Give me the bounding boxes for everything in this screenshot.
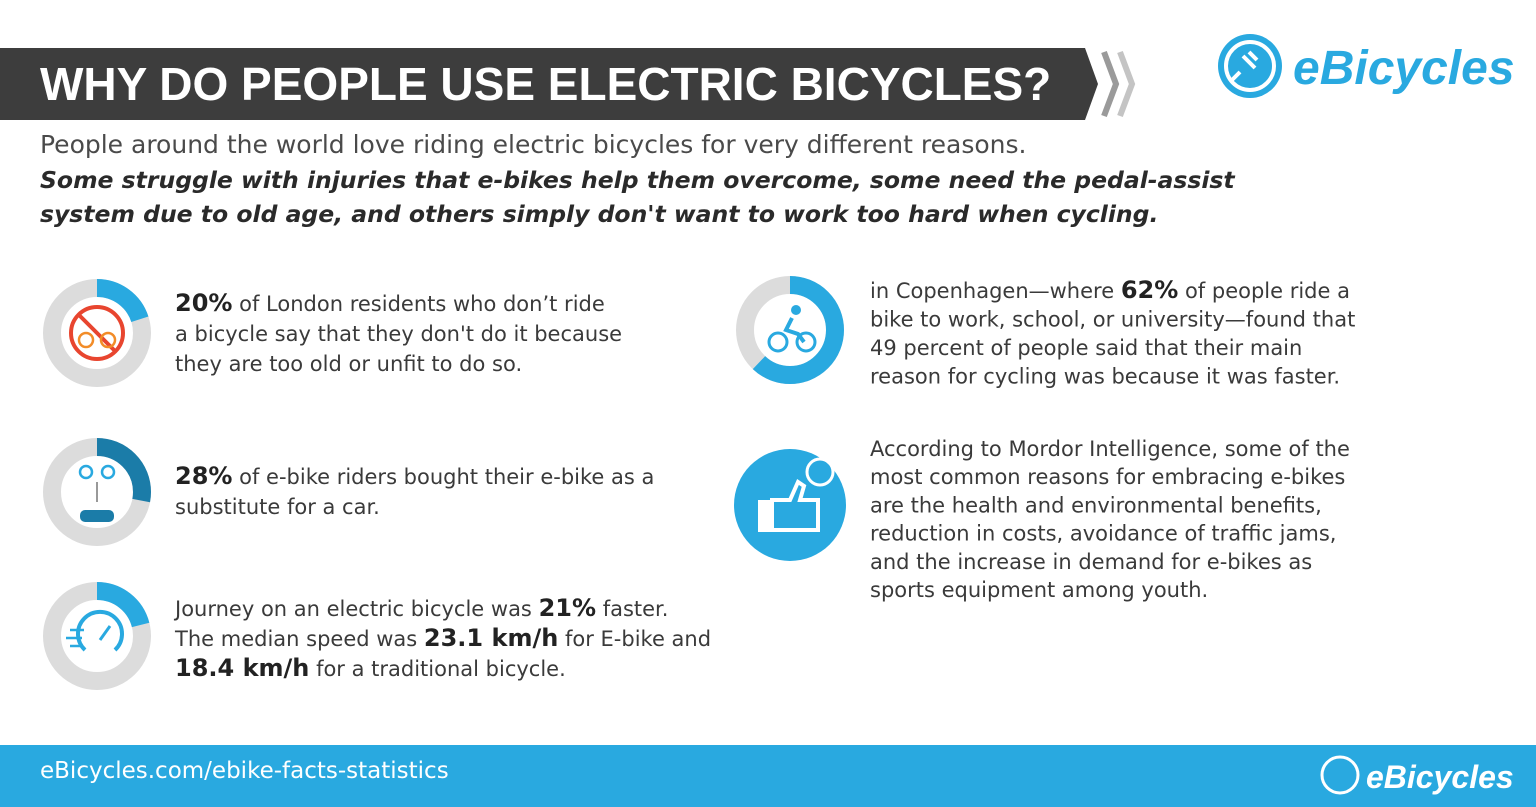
title-bar	[0, 48, 1098, 120]
text-run: a bicycle say that they don't do it beca…	[175, 322, 622, 346]
paragraph-line: According to Mordor Intelligence, some o…	[870, 437, 1350, 461]
footer-logo: eBicycles	[1366, 759, 1514, 795]
highlight: 18.4 km/h	[175, 654, 309, 682]
logo-plug	[1230, 50, 1259, 82]
paragraph-line: are the health and environmental benefit…	[870, 493, 1322, 517]
paragraph-line: a bicycle say that they don't do it beca…	[175, 322, 622, 346]
text-run: in Copenhagen—where	[870, 279, 1121, 303]
ring-arc	[43, 582, 151, 690]
intro-emphasis: system due to old age, and others simply…	[40, 200, 1158, 228]
footer-url: eBicycles.com/ebike-facts-statistics	[40, 758, 449, 784]
paragraph-line: substitute for a car.	[175, 495, 380, 519]
text-run: According to Mordor Intelligence, some o…	[870, 437, 1350, 461]
ring-arc	[736, 276, 844, 384]
chevron	[1117, 50, 1136, 118]
highlight: 28%	[175, 462, 232, 490]
text-run: and the increase in demand for e-bikes a…	[870, 550, 1312, 574]
thumbs-up-icon	[734, 449, 846, 561]
chevron	[1101, 50, 1120, 118]
intro-lead: People around the world love riding elec…	[40, 130, 1026, 159]
logo-icon-ring	[1224, 40, 1276, 92]
paragraph-line: The median speed was 23.1 km/h for E-bik…	[174, 624, 711, 652]
ring-arc	[43, 279, 151, 387]
cyclist-icon	[767, 305, 817, 353]
title: WHY DO PEOPLE USE ELECTRIC BICYCLES?	[40, 58, 1051, 110]
paragraph-line: reduction in costs, avoidance of traffic…	[870, 522, 1336, 546]
ring-arc	[43, 438, 151, 546]
text-run: reduction in costs, avoidance of traffic…	[870, 522, 1336, 546]
paragraph-line: 18.4 km/h for a traditional bicycle.	[175, 654, 566, 682]
text-run: 49 percent of people said that their mai…	[870, 336, 1302, 360]
text-run: reason for cycling was because it was fa…	[870, 365, 1340, 389]
paragraph-line: in Copenhagen—where 62% of people ride a	[870, 276, 1350, 304]
text-run: for E-bike and	[558, 627, 711, 651]
logo-text: eBicycles	[1293, 42, 1515, 95]
text-run: The median speed was	[174, 627, 424, 651]
intro-emphasis: Some struggle with injuries that e-bikes…	[40, 166, 1235, 194]
paragraph-line: Journey on an electric bicycle was 21% f…	[173, 594, 668, 622]
paragraph-line: most common reasons for embracing e-bike…	[870, 465, 1345, 489]
footer-logo-icon	[1320, 755, 1360, 795]
paragraph-line: 49 percent of people said that their mai…	[870, 336, 1302, 360]
footer-bar	[0, 745, 1536, 807]
text-run: most common reasons for embracing e-bike…	[870, 465, 1345, 489]
paragraph-line: 20% of London residents who don’t ride	[175, 289, 605, 317]
paragraph-line: sports equipment among youth.	[870, 578, 1208, 602]
text-run: bike to work, school, or university—foun…	[870, 308, 1355, 332]
no-bike-icon	[69, 305, 125, 361]
text-run: sports equipment among youth.	[870, 578, 1208, 602]
text-run: substitute for a car.	[175, 495, 380, 519]
highlight: 21%	[539, 594, 596, 622]
text-run: of people ride a	[1178, 279, 1350, 303]
paragraph-line: and the increase in demand for e-bikes a…	[870, 550, 1312, 574]
text-run: of e-bike riders bought their e-bike as …	[232, 465, 654, 489]
highlight: 23.1 km/h	[424, 624, 558, 652]
paragraph-line: they are too old or unfit to do so.	[175, 352, 522, 376]
bike-car-icon	[78, 464, 116, 522]
paragraph-line: 28% of e-bike riders bought their e-bike…	[175, 462, 654, 490]
text-run: they are too old or unfit to do so.	[175, 352, 522, 376]
text-run: of London residents who don’t ride	[232, 292, 604, 316]
text-run: Journey on an electric bicycle was	[173, 597, 539, 621]
text-run: faster.	[596, 597, 668, 621]
highlight: 20%	[175, 289, 232, 317]
highlight: 62%	[1121, 276, 1178, 304]
text-run: are the health and environmental benefit…	[870, 493, 1322, 517]
paragraph-line: bike to work, school, or university—foun…	[870, 308, 1355, 332]
speed-icon	[66, 609, 124, 652]
paragraph-line: reason for cycling was because it was fa…	[870, 365, 1340, 389]
text-run: for a traditional bicycle.	[309, 657, 565, 681]
